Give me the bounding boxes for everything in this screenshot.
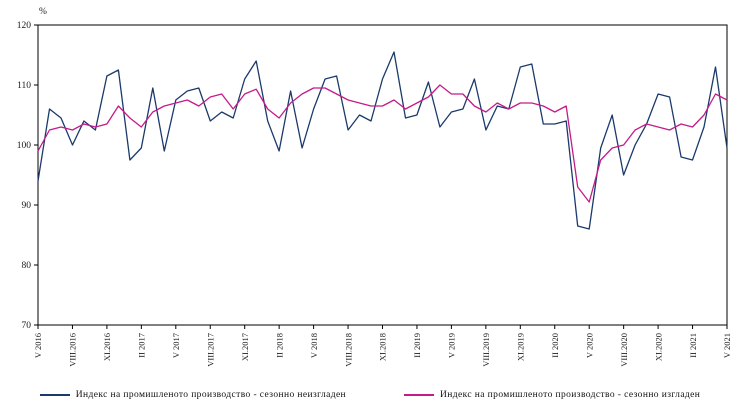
x-axis-tick-label: XI.2018 xyxy=(378,333,388,361)
line-chart: 70 80 90 100 110 120% V 2016 VIII.2016 XI.2016 II… xyxy=(17,7,732,367)
x-axis-tick-label: VIII.2019 xyxy=(481,333,491,367)
y-axis-tick-label: 120 xyxy=(17,21,32,31)
y-axis-tick-label: 110 xyxy=(17,81,31,91)
x-axis-tick-label: VIII.2017 xyxy=(205,333,215,367)
x-axis-tick-label: VIII.2018 xyxy=(343,333,353,367)
y-axis-tick-label: 90 xyxy=(22,201,32,211)
x-axis-tick-label: II 2019 xyxy=(412,333,422,358)
y-axis-unit-label: % xyxy=(39,7,47,17)
x-axis-tick-label: II 2021 xyxy=(688,333,698,358)
legend-item: Индекс на промишленото производство - се… xyxy=(39,390,347,400)
x-axis-tick-label: VIII.2016 xyxy=(68,333,78,367)
x-axis-tick-label: V 2017 xyxy=(171,333,181,358)
x-axis-tick-label: V 2021 xyxy=(722,333,732,358)
x-axis-tick-label: V 2020 xyxy=(584,333,594,358)
legend-swatch xyxy=(404,394,435,396)
y-axis-tick-label: 100 xyxy=(17,141,32,151)
legend-item: Индекс на промишленото производство - се… xyxy=(404,390,700,400)
chart-legend: Индекс на промишленото производство - се… xyxy=(0,390,740,400)
x-axis-tick-label: II 2020 xyxy=(550,333,560,358)
x-axis-tick-label: V 2019 xyxy=(447,333,457,358)
legend-swatch xyxy=(39,394,70,396)
x-axis-tick-label: XI.2020 xyxy=(653,333,663,361)
x-axis-tick-label: XI.2016 xyxy=(102,333,112,361)
legend-label: Индекс на промишленото производство - се… xyxy=(75,390,347,400)
x-axis-tick-label: II 2017 xyxy=(137,333,147,358)
x-axis-tick-label: V 2018 xyxy=(309,333,319,358)
y-axis-tick-label: 70 xyxy=(22,321,32,331)
x-axis-tick-label: XI.2019 xyxy=(516,333,526,361)
legend-label: Индекс на промишленото производство - се… xyxy=(440,390,701,400)
y-axis-tick-label: 80 xyxy=(22,261,32,271)
series-line-adjusted xyxy=(37,84,728,203)
x-axis-tick-label: VIII.2020 xyxy=(619,333,629,367)
x-axis-tick-label: XI.2017 xyxy=(240,333,250,361)
x-axis-tick-label: II 2018 xyxy=(274,333,284,358)
series-line-unadjusted xyxy=(37,51,728,230)
plot-frame xyxy=(37,24,728,326)
x-axis-tick-label: V 2016 xyxy=(33,333,43,358)
